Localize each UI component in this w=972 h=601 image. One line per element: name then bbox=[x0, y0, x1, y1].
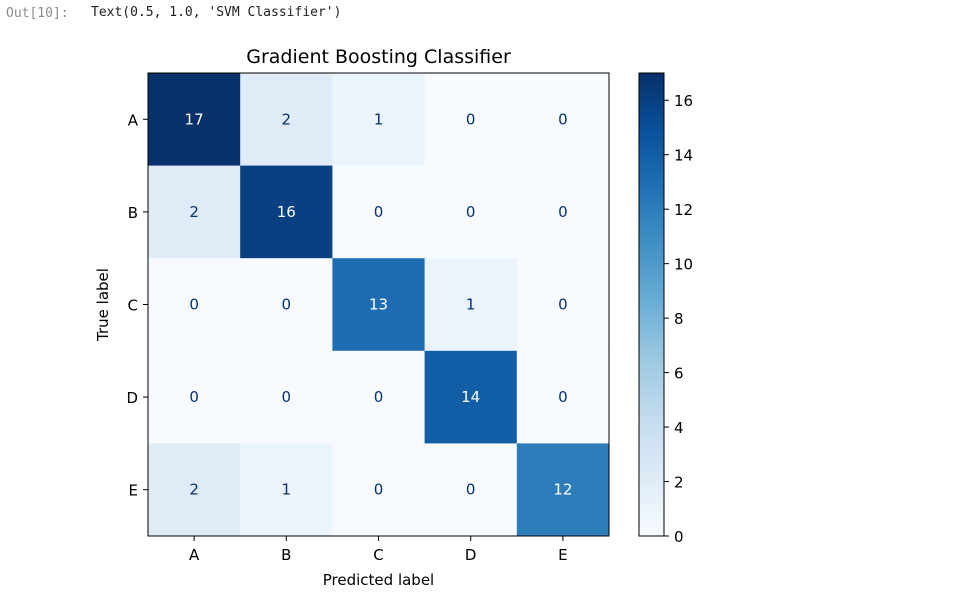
cell-A-A bbox=[148, 73, 241, 167]
cell-value: 17 bbox=[185, 110, 204, 128]
cell-A-D bbox=[424, 73, 518, 167]
cell-D-C bbox=[332, 350, 426, 444]
cell-value: 13 bbox=[369, 296, 388, 314]
colorbar-tick-label: 2 bbox=[674, 474, 684, 492]
cell-C-C bbox=[332, 258, 426, 352]
cell-value: 0 bbox=[282, 388, 292, 406]
cell-value: 1 bbox=[466, 296, 476, 314]
chart-title: Gradient Boosting Classifier bbox=[246, 46, 511, 68]
cell-value: 1 bbox=[282, 481, 292, 499]
cell-D-B bbox=[240, 350, 333, 444]
cell-D-E bbox=[516, 350, 610, 444]
colorbar-tick-label: 14 bbox=[674, 147, 693, 165]
colorbar-ticks: 0 2 4 6 8 10 12 14 16 bbox=[664, 92, 693, 546]
x-tick-label: A bbox=[189, 546, 200, 564]
cell-value: 0 bbox=[189, 296, 199, 314]
cell-B-B bbox=[240, 165, 333, 259]
cell-value: 0 bbox=[558, 388, 568, 406]
cell-B-A bbox=[148, 165, 241, 259]
cell-value: 2 bbox=[189, 203, 199, 221]
output-text: Text(0.5, 1.0, 'SVM Classifier') bbox=[91, 5, 342, 20]
output-prompt: Out[10]: bbox=[6, 6, 69, 21]
y-axis-label: True label bbox=[94, 268, 112, 342]
cell-A-E bbox=[516, 73, 610, 167]
colorbar-tick-label: 16 bbox=[674, 92, 693, 110]
x-axis-ticks: A B C D E bbox=[189, 536, 568, 564]
cell-value: 2 bbox=[189, 481, 199, 499]
cell-D-D bbox=[424, 350, 518, 444]
cell-D-A bbox=[148, 350, 241, 444]
cell-value: 0 bbox=[374, 481, 384, 499]
cell-value: 0 bbox=[558, 203, 568, 221]
cell-value: 0 bbox=[374, 203, 384, 221]
y-tick-label: E bbox=[129, 482, 138, 500]
cell-C-E bbox=[516, 258, 610, 352]
y-axis-ticks: A B C D E bbox=[126, 111, 148, 500]
cell-value: 0 bbox=[466, 481, 476, 499]
cell-value: 1 bbox=[374, 110, 384, 128]
y-tick-label: B bbox=[128, 204, 138, 222]
cell-E-E bbox=[516, 443, 610, 537]
cell-E-A bbox=[148, 443, 241, 537]
cell-value: 0 bbox=[466, 110, 476, 128]
x-tick-label: D bbox=[465, 546, 477, 564]
y-tick-label: A bbox=[128, 111, 139, 129]
cell-value: 0 bbox=[558, 296, 568, 314]
heatmap-cells: 17 2 1 0 0 2 16 0 0 0 0 0 13 1 0 0 0 0 14 0 2 1 0 0 12 bbox=[148, 73, 610, 537]
cell-B-C bbox=[332, 165, 426, 259]
cell-value: 12 bbox=[553, 481, 572, 499]
cell-value: 16 bbox=[277, 203, 296, 221]
cell-C-D bbox=[424, 258, 518, 352]
cell-value: 2 bbox=[282, 110, 292, 128]
cell-value: 0 bbox=[282, 296, 292, 314]
cell-C-A bbox=[148, 258, 241, 352]
y-tick-label: C bbox=[128, 297, 138, 315]
cell-value: 0 bbox=[466, 203, 476, 221]
colorbar-tick-label: 10 bbox=[674, 256, 693, 274]
colorbar-tick-label: 8 bbox=[674, 310, 684, 328]
x-tick-label: B bbox=[281, 546, 291, 564]
cell-value: 0 bbox=[558, 110, 568, 128]
cell-E-C bbox=[332, 443, 426, 537]
x-axis-label: Predicted label bbox=[323, 571, 434, 589]
colorbar-tick-label: 4 bbox=[674, 419, 684, 437]
x-tick-label: E bbox=[558, 546, 567, 564]
cell-value: 14 bbox=[461, 388, 480, 406]
cell-value: 0 bbox=[374, 388, 384, 406]
cell-A-B bbox=[240, 73, 333, 167]
colorbar-tick-label: 12 bbox=[674, 201, 693, 219]
colorbar-tick-label: 6 bbox=[674, 365, 684, 383]
cell-B-E bbox=[516, 165, 610, 259]
cell-C-B bbox=[240, 258, 333, 352]
cell-B-D bbox=[424, 165, 518, 259]
cell-A-C bbox=[332, 73, 426, 167]
colorbar-tick-label: 0 bbox=[674, 528, 684, 546]
colorbar bbox=[638, 72, 665, 537]
y-tick-label: D bbox=[126, 389, 138, 407]
cell-E-B bbox=[240, 443, 333, 537]
cell-value: 0 bbox=[189, 388, 199, 406]
cell-output-row: Out[10]: Text(0.5, 1.0, 'SVM Classifier'… bbox=[0, 0, 972, 30]
x-tick-label: C bbox=[373, 546, 383, 564]
cell-E-D bbox=[424, 443, 518, 537]
